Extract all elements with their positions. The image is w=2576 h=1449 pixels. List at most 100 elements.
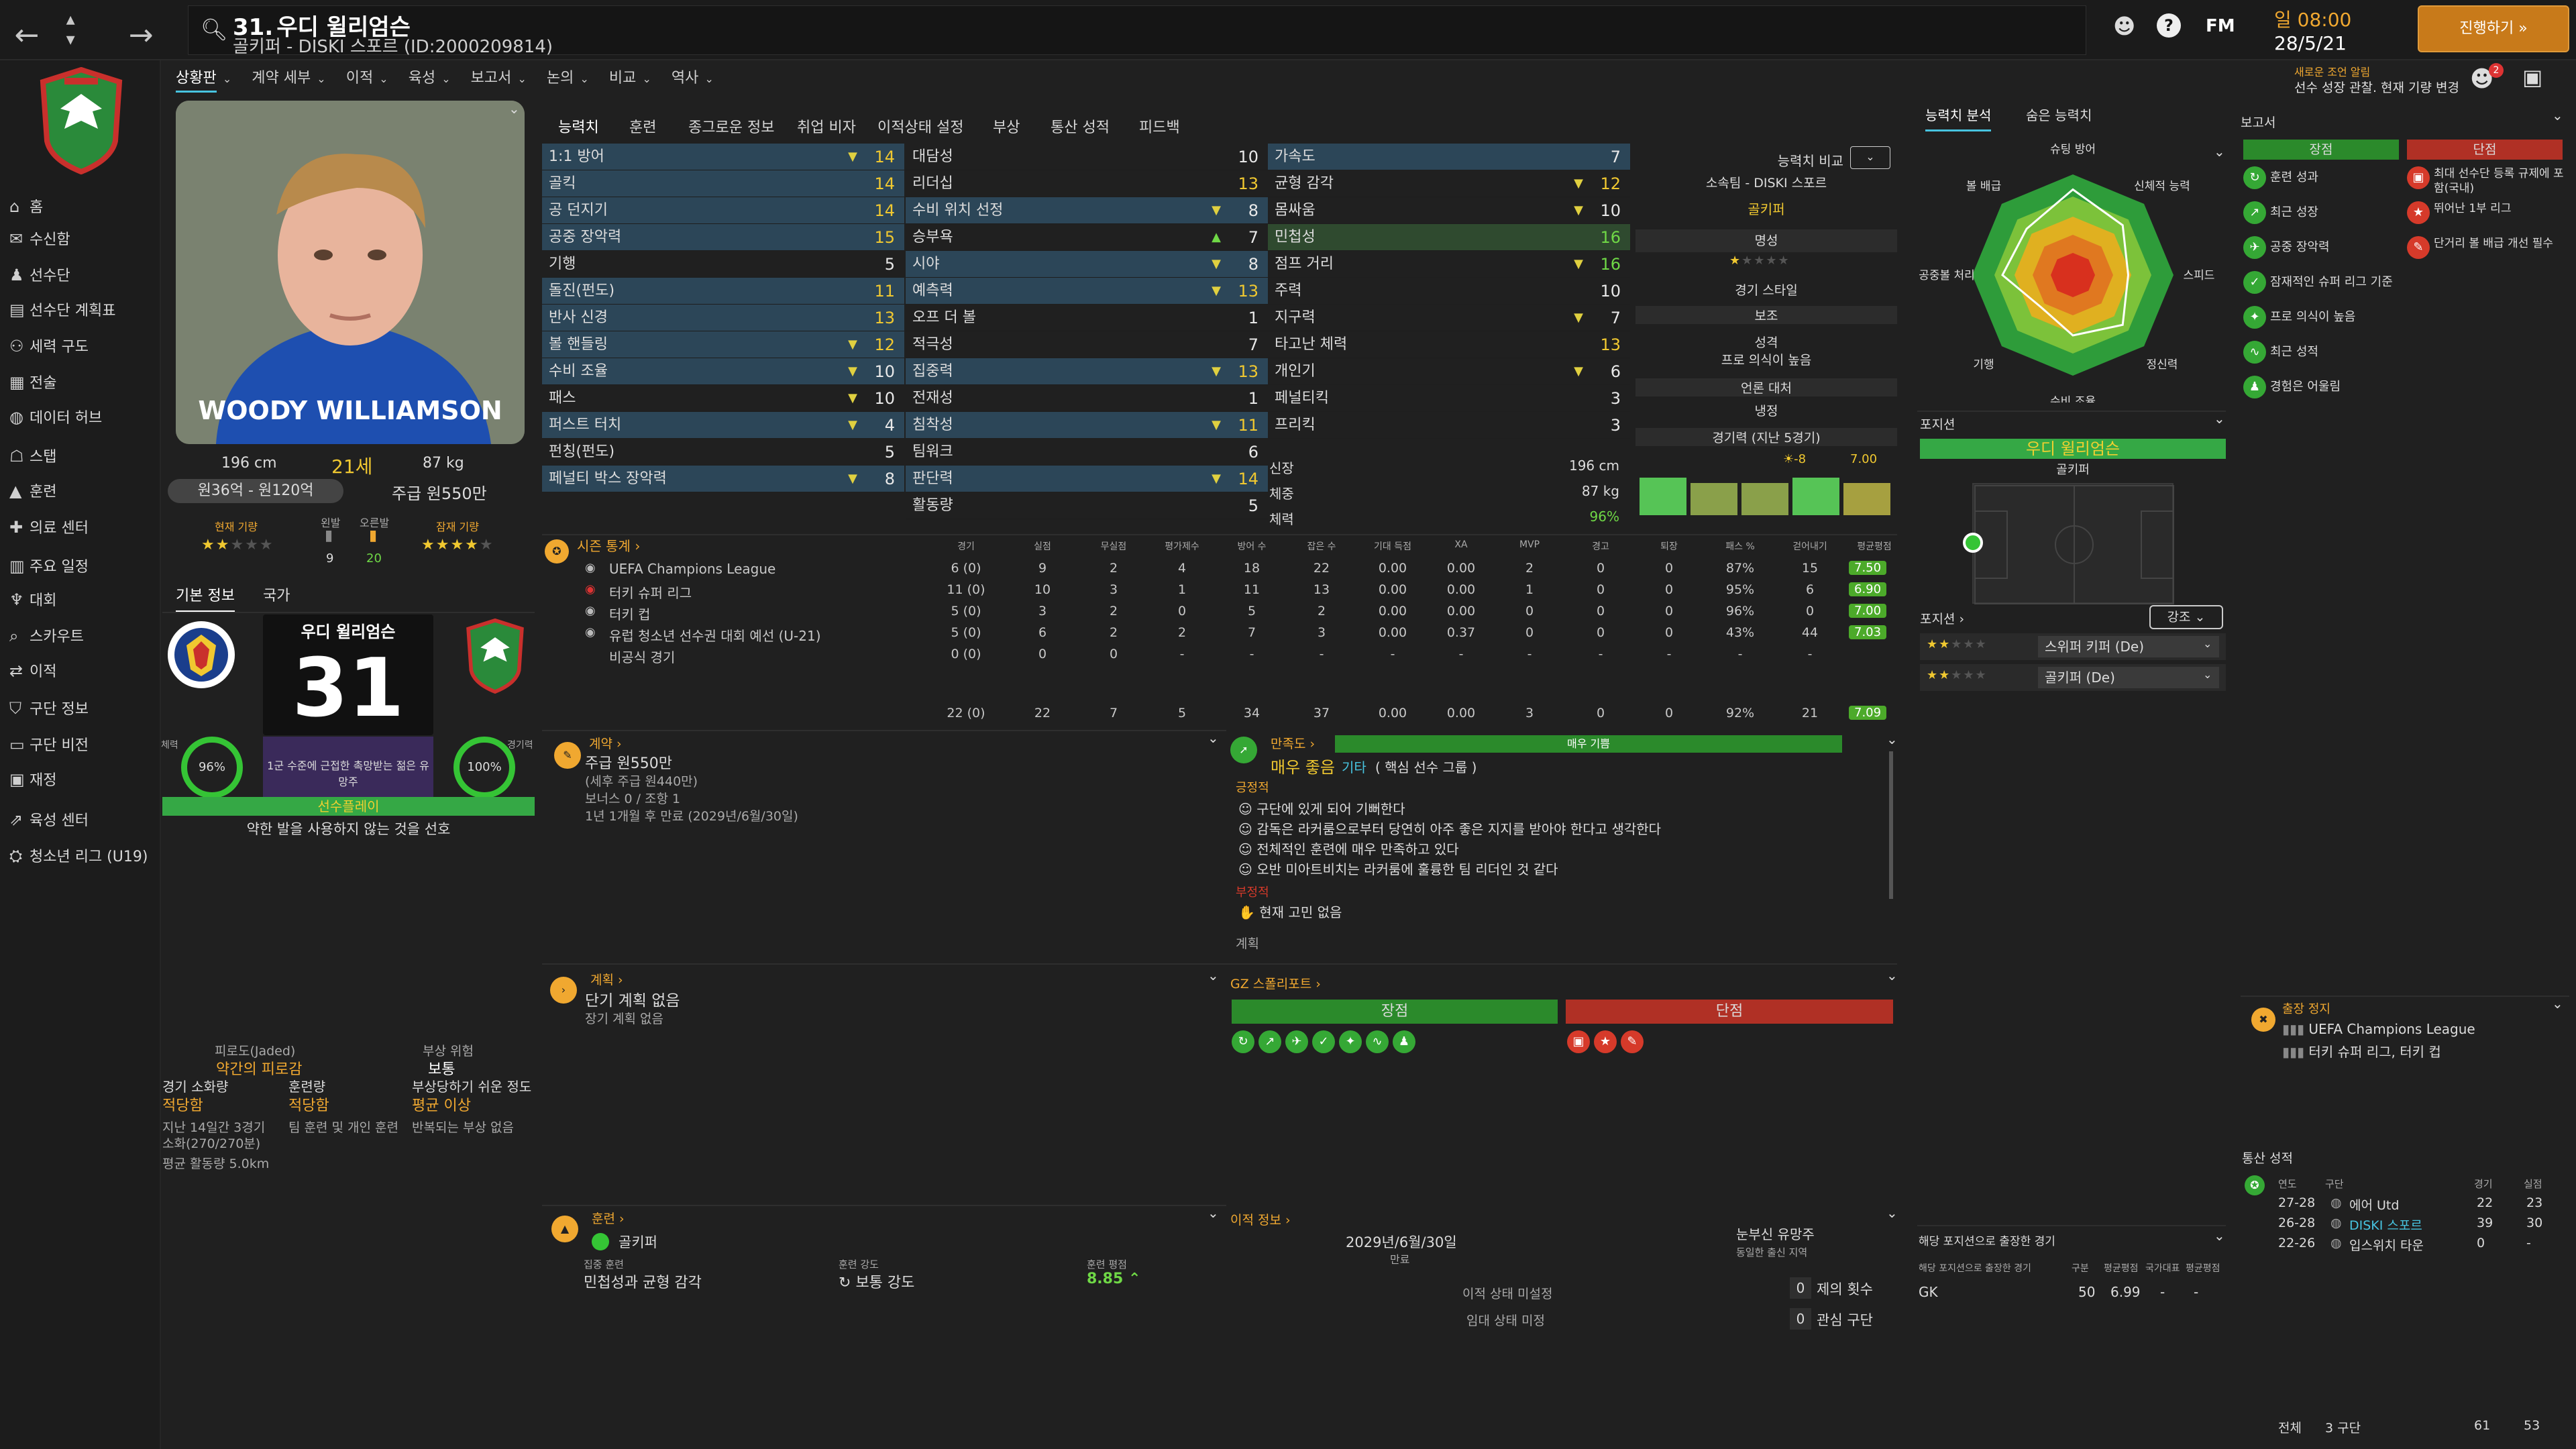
season-stats-title[interactable]: 시즌 통계 › — [577, 538, 641, 554]
value-range-pill[interactable]: 원36억 - 원120억 — [168, 479, 343, 503]
training-title[interactable]: 훈련 › — [592, 1212, 625, 1226]
contract-title[interactable]: 계약 › — [589, 737, 622, 751]
attr-row[interactable]: 가속도 7 — [1268, 144, 1630, 170]
career-row[interactable]: 26-28 ◍ DISKI 스포르 39 30 — [2278, 1216, 2560, 1234]
role-2-name[interactable]: 골키퍼 (De) — [2038, 667, 2219, 688]
report-pro-item[interactable]: ↗ 최근 성장 — [2243, 201, 2393, 236]
role-1-chevron-icon[interactable]: ⌄ — [2203, 637, 2212, 650]
attr-row[interactable]: 침착성 ▼ 11 — [906, 412, 1268, 439]
sidebar-item-3[interactable]: ▤ 선수단 계획표 — [9, 297, 115, 323]
experience-icon[interactable]: ♟ — [1393, 1030, 1415, 1053]
attr-row[interactable]: 타고난 체력 13 — [1268, 331, 1630, 358]
attr-row[interactable]: 지구력 ▼ 7 — [1268, 305, 1630, 331]
plans-title[interactable]: 계획 › — [590, 973, 623, 987]
report-pro-item[interactable]: ✓ 잠재적인 슈퍼 리그 기준 — [2243, 271, 2393, 306]
career-row[interactable]: 22-26 ◍ 입스위치 타운 0 - — [2278, 1236, 2560, 1254]
role-row-2[interactable]: ★★★★★ 골키퍼 (De) ⌄ — [1920, 664, 2226, 691]
gk-played-chevron-icon[interactable]: ⌄ — [2214, 1228, 2225, 1244]
clubs-count[interactable]: 0 — [1790, 1308, 1811, 1330]
role-1-name[interactable]: 스위퍼 키퍼 (De) — [2038, 636, 2219, 657]
nation-crest-icon[interactable] — [165, 619, 237, 691]
sidebar-item-0[interactable]: ⌂ 홈 — [9, 193, 43, 220]
attr-row[interactable]: 예측력 ▼ 13 — [906, 278, 1268, 305]
up-down-icon[interactable]: ▴ ▾ — [66, 9, 75, 50]
distribution-icon[interactable]: ✎ — [1621, 1030, 1644, 1053]
sidebar-item-13[interactable]: ⇄ 이적 — [9, 657, 56, 684]
attr-row[interactable]: 대담성 10 — [906, 144, 1268, 170]
attr-row[interactable]: 활동량 5 — [906, 492, 1268, 519]
attr-row[interactable]: 1:1 방어 ▼ 14 — [542, 144, 904, 170]
attr-row[interactable]: 민첩성 16 — [1268, 224, 1630, 251]
collapse-chevron-icon[interactable]: ⌄ — [508, 101, 520, 117]
gz-chevron-icon[interactable]: ⌄ — [1886, 967, 1898, 983]
plans-chevron-icon[interactable]: ⌄ — [1208, 967, 1219, 983]
attr-row[interactable]: 반사 신경 13 — [542, 305, 904, 331]
attr-row[interactable]: 리더십 13 — [906, 170, 1268, 197]
attr-row[interactable]: 펀칭(펀도) 5 — [542, 439, 904, 466]
menu-icon[interactable]: ▣ — [2522, 64, 2543, 90]
attr-row[interactable]: 수비 조율 ▼ 10 — [542, 358, 904, 385]
subtab-3[interactable]: 육성 — [408, 70, 436, 87]
form-bar-5[interactable] — [1843, 483, 1890, 515]
form-bar-3[interactable] — [1741, 483, 1788, 515]
stats-row[interactable]: ◉ 유럽 청소년 선수권 대회 예선 (U-21) 5 (0) 6 2 2 7 3 0.00 0.… — [585, 624, 1893, 644]
reports-chevron-icon[interactable]: ⌄ — [2552, 107, 2563, 123]
sidebar-item-18[interactable]: ⛭ 청소년 리그 (U19) — [9, 843, 148, 869]
player-face-icon[interactable]: ☻ — [2113, 13, 2136, 39]
gk-position-marker[interactable] — [1963, 533, 1983, 553]
help-icon[interactable]: ? — [2157, 13, 2181, 38]
aerial-icon[interactable]: ✈ — [1285, 1030, 1308, 1053]
sidebar-item-15[interactable]: ▭ 구단 비전 — [9, 731, 89, 758]
sidebar-item-10[interactable]: ▥ 주요 일정 — [9, 553, 89, 580]
attr-row[interactable]: 페널티킥 3 — [1268, 385, 1630, 412]
attr-row[interactable]: 개인기 ▼ 6 — [1268, 358, 1630, 385]
role-2-chevron-icon[interactable]: ⌄ — [2203, 668, 2212, 681]
sidebar-item-6[interactable]: ◍ 데이터 허브 — [9, 404, 102, 431]
report-con-item[interactable]: ★ 뛰어난 1부 리그 — [2407, 201, 2565, 236]
registration-icon[interactable]: ▣ — [1567, 1030, 1590, 1053]
fm-logo[interactable]: FM — [2206, 16, 2235, 36]
club-crest-icon[interactable] — [38, 66, 125, 175]
career-club[interactable]: 입스위치 타운 — [2349, 1238, 2424, 1253]
report-pro-item[interactable]: ✈ 공중 장악력 — [2243, 236, 2393, 271]
subtab-7[interactable]: 역사 — [671, 70, 699, 87]
form-bar-2[interactable] — [1690, 483, 1737, 515]
stats-row[interactable]: ◉ 터키 컵 5 (0) 3 2 0 5 2 0.00 0.00 0 0 0 96% 0 7.00 — [585, 602, 1893, 623]
subtab-2[interactable]: 이적 — [345, 70, 374, 87]
sidebar-item-5[interactable]: ▦ 전술 — [9, 369, 56, 396]
contract-chevron-icon[interactable]: ⌄ — [1208, 730, 1219, 746]
role-row-1[interactable]: ★★★★★ 스위퍼 키퍼 (De) ⌄ — [1920, 633, 2226, 660]
attr-tab-5[interactable]: 부상 — [993, 119, 1020, 136]
happiness-title[interactable]: 만족도 › — [1271, 737, 1316, 751]
attr-row[interactable]: 골킥 14 — [542, 170, 904, 197]
report-con-item[interactable]: ✎ 단거리 볼 배급 개선 필수 — [2407, 236, 2565, 271]
attr-row[interactable]: 판단력 ▼ 14 — [906, 466, 1268, 492]
sidebar-item-11[interactable]: ♆ 대회 — [9, 586, 56, 613]
attr-row[interactable]: 공중 장악력 15 — [542, 224, 904, 251]
attr-row[interactable]: 집중력 ▼ 13 — [906, 358, 1268, 385]
sidebar-item-8[interactable]: ▲ 훈련 — [9, 478, 56, 504]
continue-button[interactable]: 진행하기 » — [2418, 5, 2569, 52]
attr-row[interactable]: 오프 더 볼 1 — [906, 305, 1268, 331]
club-crest-small-icon[interactable] — [462, 618, 529, 694]
position-chevron-icon[interactable]: ⌄ — [2214, 411, 2225, 427]
subtab-0[interactable]: 상황판 — [176, 70, 217, 93]
form-bar-4[interactable] — [1792, 478, 1839, 515]
attr-tab-7[interactable]: 피드백 — [1139, 119, 1180, 136]
sidebar-item-17[interactable]: ⇗ 육성 센터 — [9, 806, 89, 833]
attr-row[interactable]: 수비 위치 선정 ▼ 8 — [906, 197, 1268, 224]
subtab-4[interactable]: 보고서 — [470, 70, 512, 87]
attr-row[interactable]: 점프 거리 ▼ 16 — [1268, 251, 1630, 278]
report-con-item[interactable]: ▣ 최대 선수단 등록 규제에 포함(국내) — [2407, 166, 2565, 201]
attr-row[interactable]: 승부욕 ▲ 7 — [906, 224, 1268, 251]
form-bar-1[interactable] — [1640, 478, 1686, 515]
sidebar-item-12[interactable]: ⌕ 스카우트 — [9, 623, 84, 649]
attr-row[interactable]: 페널티 박스 장악력 ▼ 8 — [542, 466, 904, 492]
strength-dropdown[interactable]: 강조 ⌄ — [2149, 605, 2223, 629]
attr-row[interactable]: 퍼스트 터치 ▼ 4 — [542, 412, 904, 439]
career-club[interactable]: 에어 Utd — [2349, 1198, 2400, 1213]
sidebar-item-4[interactable]: ⚇ 세력 구도 — [9, 333, 89, 360]
attr-tab-2[interactable]: 종그로운 정보 — [688, 119, 775, 136]
subtab-6[interactable]: 비교 — [608, 70, 637, 87]
attr-row[interactable]: 전재성 1 — [906, 385, 1268, 412]
